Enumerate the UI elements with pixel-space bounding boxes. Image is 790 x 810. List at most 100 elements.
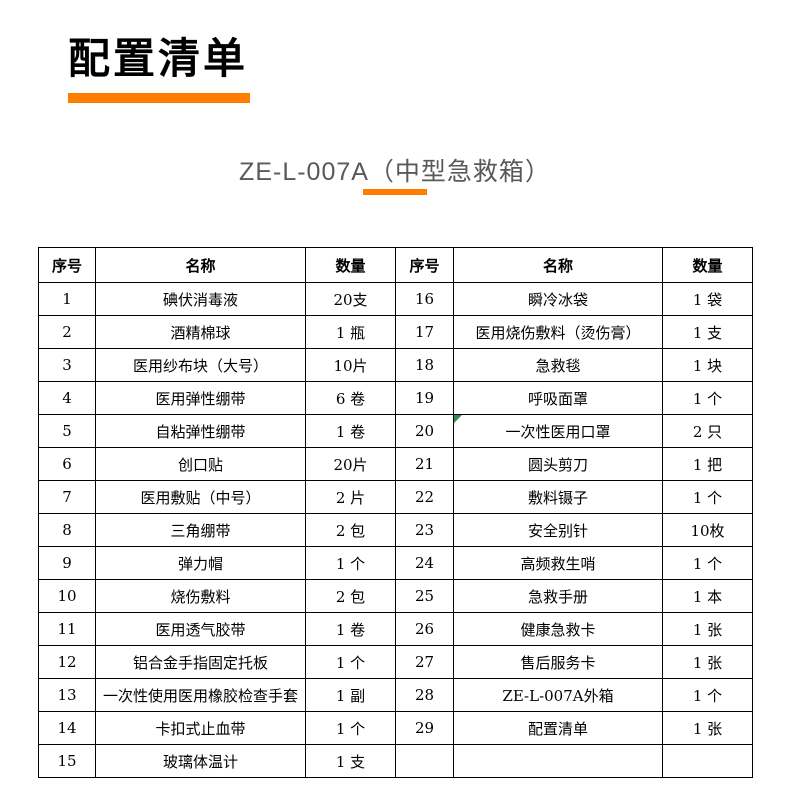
serial-cell: 24 (395, 546, 454, 580)
table-row: 6 创口贴 20片 21 圆头剪刀 1 把 (38, 447, 753, 481)
serial-cell: 25 (395, 579, 454, 613)
qty-cell: 1 张 (662, 711, 753, 745)
name-cell: 高频救生哨 (453, 546, 663, 580)
table-row: 8 三角绷带 2 包 23 安全别针 10枚 (38, 513, 753, 547)
table-row: 2 酒精棉球 1 瓶 17 医用烧伤敷料（烫伤膏） 1 支 (38, 315, 753, 349)
name-cell: 一次性使用医用橡胶检查手套 (95, 678, 306, 712)
serial-cell: 15 (38, 744, 96, 778)
name-cell: 医用烧伤敷料（烫伤膏） (453, 315, 663, 349)
name-cell (453, 744, 663, 778)
name-cell: 医用透气胶带 (95, 612, 306, 646)
qty-cell: 1 卷 (305, 612, 396, 646)
serial-cell: 6 (38, 447, 96, 481)
serial-cell (395, 744, 454, 778)
name-cell: 酒精棉球 (95, 315, 306, 349)
table-row: 9 弹力帽 1 个 24 高频救生哨 1 个 (38, 546, 753, 580)
qty-cell: 2 包 (305, 579, 396, 613)
qty-cell: 1 个 (305, 546, 396, 580)
name-cell: 玻璃体温计 (95, 744, 306, 778)
qty-cell: 1 副 (305, 678, 396, 712)
serial-cell: 7 (38, 480, 96, 514)
serial-cell: 5 (38, 414, 96, 448)
serial-cell: 4 (38, 381, 96, 415)
serial-cell: 2 (38, 315, 96, 349)
name-cell: 敷料镊子 (453, 480, 663, 514)
qty-cell: 1 个 (305, 711, 396, 745)
name-cell: 圆头剪刀 (453, 447, 663, 481)
name-cell: 医用敷贴（中号） (95, 480, 306, 514)
serial-cell: 19 (395, 381, 454, 415)
serial-cell: 20 (395, 414, 454, 448)
qty-cell: 2 片 (305, 480, 396, 514)
name-cell: 急救毯 (453, 348, 663, 382)
header-row: 序号 名称 数量 序号 名称 数量 (38, 247, 753, 283)
serial-cell: 18 (395, 348, 454, 382)
qty-cell: 1 个 (662, 480, 753, 514)
table-row: 3 医用纱布块（大号） 10片 18 急救毯 1 块 (38, 348, 753, 382)
items-table: 序号 名称 数量 序号 名称 数量 1 碘伏消毒液 20支 16 瞬冷冰袋 1 … (38, 247, 753, 778)
qty-cell: 1 个 (662, 381, 753, 415)
name-cell: 自粘弹性绷带 (95, 414, 306, 448)
qty-cell: 1 本 (662, 579, 753, 613)
table-row: 1 碘伏消毒液 20支 16 瞬冷冰袋 1 袋 (38, 282, 753, 316)
table-row: 7 医用敷贴（中号） 2 片 22 敷料镊子 1 个 (38, 480, 753, 514)
qty-cell: 1 卷 (305, 414, 396, 448)
qty-cell: 1 块 (662, 348, 753, 382)
serial-cell: 11 (38, 612, 96, 646)
qty-cell: 1 个 (305, 645, 396, 679)
name-cell: 配置清单 (453, 711, 663, 745)
column-header-no: 序号 (395, 247, 454, 283)
serial-cell: 16 (395, 282, 454, 316)
qty-cell: 6 卷 (305, 381, 396, 415)
serial-cell: 21 (395, 447, 454, 481)
qty-cell: 1 张 (662, 612, 753, 646)
name-cell: 弹力帽 (95, 546, 306, 580)
serial-cell: 28 (395, 678, 454, 712)
column-header-name: 名称 (95, 247, 306, 283)
subtitle-underline-bar (363, 189, 427, 195)
serial-cell: 22 (395, 480, 454, 514)
serial-cell: 3 (38, 348, 96, 382)
product-model-subtitle: ZE-L-007A（中型急救箱） (239, 158, 551, 186)
table-row: 11 医用透气胶带 1 卷 26 健康急救卡 1 张 (38, 612, 753, 646)
serial-cell: 10 (38, 579, 96, 613)
qty-cell: 1 支 (662, 315, 753, 349)
name-cell: 瞬冷冰袋 (453, 282, 663, 316)
column-header-no: 序号 (38, 247, 96, 283)
qty-cell: 2 只 (662, 414, 753, 448)
column-header-qty: 数量 (662, 247, 753, 283)
name-cell: 安全别针 (453, 513, 663, 547)
name-cell: 急救手册 (453, 579, 663, 613)
name-cell: 售后服务卡 (453, 645, 663, 679)
name-cell: 卡扣式止血带 (95, 711, 306, 745)
qty-cell: 20片 (305, 447, 396, 481)
serial-cell: 1 (38, 282, 96, 316)
column-header-qty: 数量 (305, 247, 396, 283)
page-title: 配置清单 (68, 35, 249, 82)
table-row: 13 一次性使用医用橡胶检查手套 1 副 28 ZE-L-007A外箱 1 个 (38, 678, 753, 712)
serial-cell: 13 (38, 678, 96, 712)
serial-cell: 29 (395, 711, 454, 745)
table-row: 10 烧伤敷料 2 包 25 急救手册 1 本 (38, 579, 753, 613)
table-row: 4 医用弹性绷带 6 卷 19 呼吸面罩 1 个 (38, 381, 753, 415)
table-row: 14 卡扣式止血带 1 个 29 配置清单 1 张 (38, 711, 753, 745)
qty-cell (662, 744, 753, 778)
name-cell: 碘伏消毒液 (95, 282, 306, 316)
serial-cell: 14 (38, 711, 96, 745)
name-cell: 健康急救卡 (453, 612, 663, 646)
qty-cell: 1 袋 (662, 282, 753, 316)
qty-cell: 10片 (305, 348, 396, 382)
qty-cell: 1 张 (662, 645, 753, 679)
qty-cell: 1 个 (662, 678, 753, 712)
name-cell: 呼吸面罩 (453, 381, 663, 415)
title-underline-bar (68, 93, 250, 103)
name-cell: 烧伤敷料 (95, 579, 306, 613)
qty-cell: 1 支 (305, 744, 396, 778)
table-row: 12 铝合金手指固定托板 1 个 27 售后服务卡 1 张 (38, 645, 753, 679)
serial-cell: 27 (395, 645, 454, 679)
serial-cell: 8 (38, 513, 96, 547)
name-cell: 医用纱布块（大号） (95, 348, 306, 382)
name-cell: 铝合金手指固定托板 (95, 645, 306, 679)
column-header-name: 名称 (453, 247, 663, 283)
